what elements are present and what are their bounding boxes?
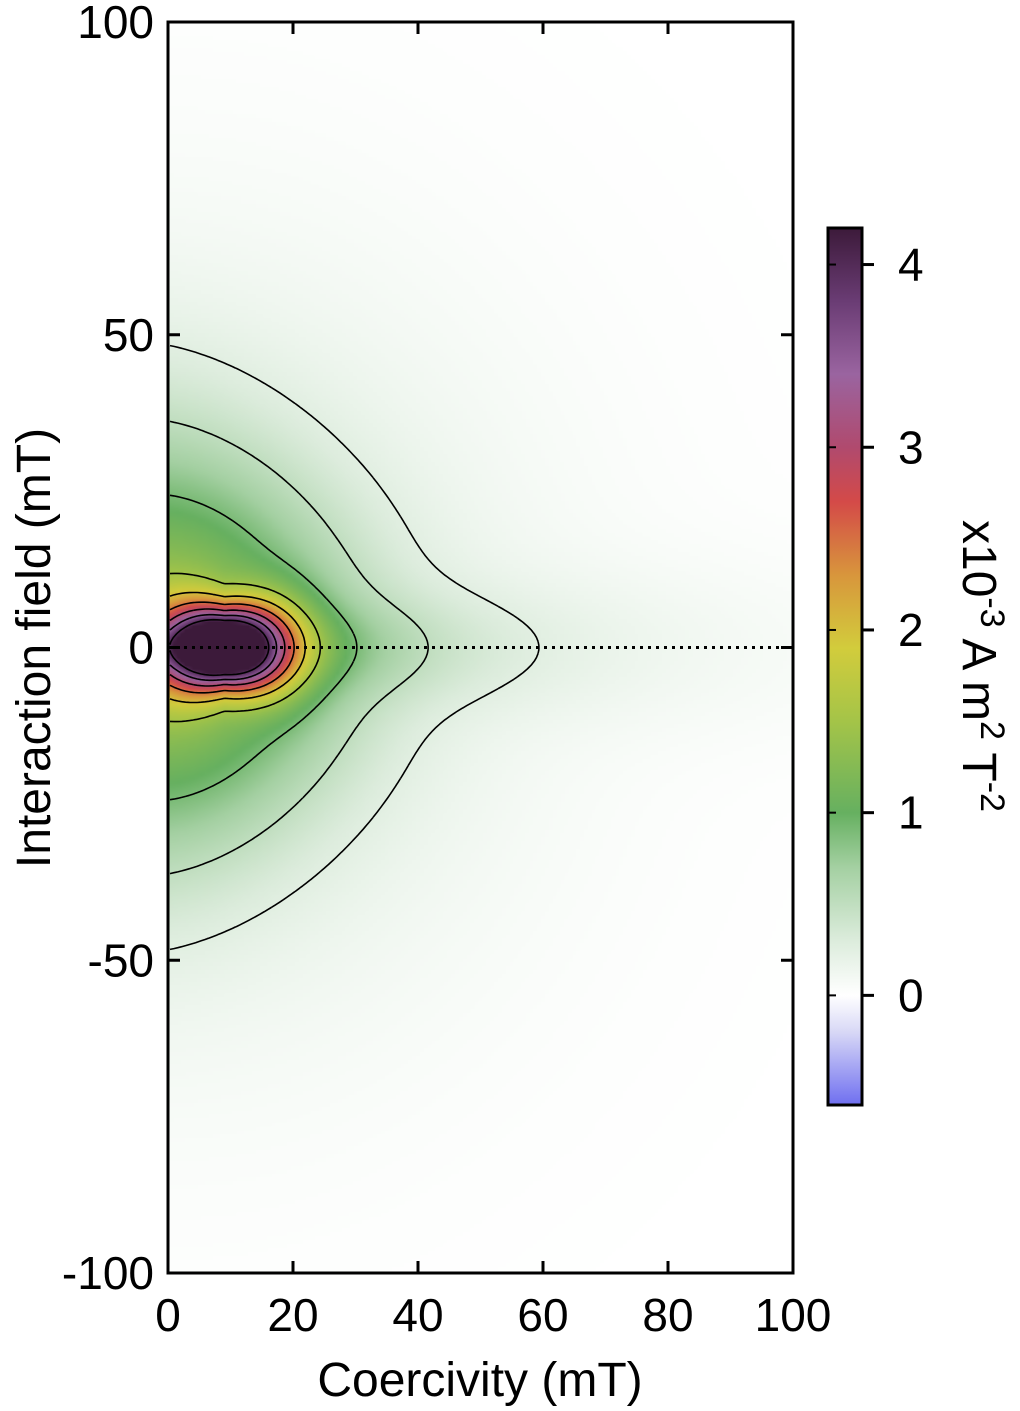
colorbar-tick-label: 4 [898,239,924,291]
y-tick-label: 50 [103,309,154,361]
colorbar-title-unit-a: A m [952,628,1005,721]
x-tick-label: 100 [755,1289,832,1341]
x-tick-label: 80 [642,1289,693,1341]
contour-line [169,591,306,704]
colorbar-title-unit-t: T [952,740,1005,782]
contour-line [169,572,322,723]
contour-line [169,420,429,875]
x-tick-label: 20 [267,1289,318,1341]
contour-lines [169,344,540,951]
y-tick-label: 0 [128,622,154,674]
contour-line [169,618,270,677]
colorbar-tick-label: 0 [898,969,924,1021]
colorbar-title-exp2: 2 [973,721,1011,740]
colorbar-title: x10-3 A m2 T-2 [952,520,1011,812]
y-tick-label: -100 [62,1247,154,1299]
colorbar-tick-label: 2 [898,604,924,656]
colorbar-fill [828,228,862,1105]
y-axis: -100 -50 0 50 100 [62,0,793,1299]
colorbar-tick-label: 1 [898,787,924,839]
y-tick-label: 100 [77,0,154,48]
y-axis-title: Interaction field (mT) [8,428,61,868]
x-tick-label: 0 [155,1289,181,1341]
x-tick-label: 60 [517,1289,568,1341]
colorbar-tick-label: 3 [898,421,924,473]
plot-area [168,22,793,1273]
colorbar-ticks: 0 1 2 3 4 [828,239,924,1021]
contour-line [169,613,278,682]
colorbar-title-exp1: -3 [973,597,1011,627]
contour-line [169,494,358,801]
contour-line [169,344,540,951]
colorbar-title-exp3: -2 [973,782,1011,812]
contour-line [169,608,286,687]
x-tick-label: 40 [392,1289,443,1341]
y-tick-label: -50 [88,934,154,986]
colorbar-frame [826,226,864,1107]
contour-line [169,601,295,694]
colorbar-title-base: x10 [952,520,1005,597]
x-axis: 0 20 40 60 80 100 [155,22,831,1341]
x-axis-title: Coercivity (mT) [317,1354,642,1407]
